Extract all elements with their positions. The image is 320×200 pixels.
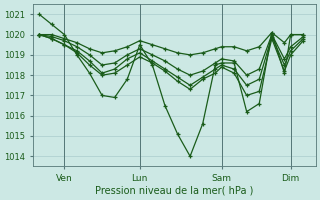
- X-axis label: Pression niveau de la mer( hPa ): Pression niveau de la mer( hPa ): [95, 186, 253, 196]
